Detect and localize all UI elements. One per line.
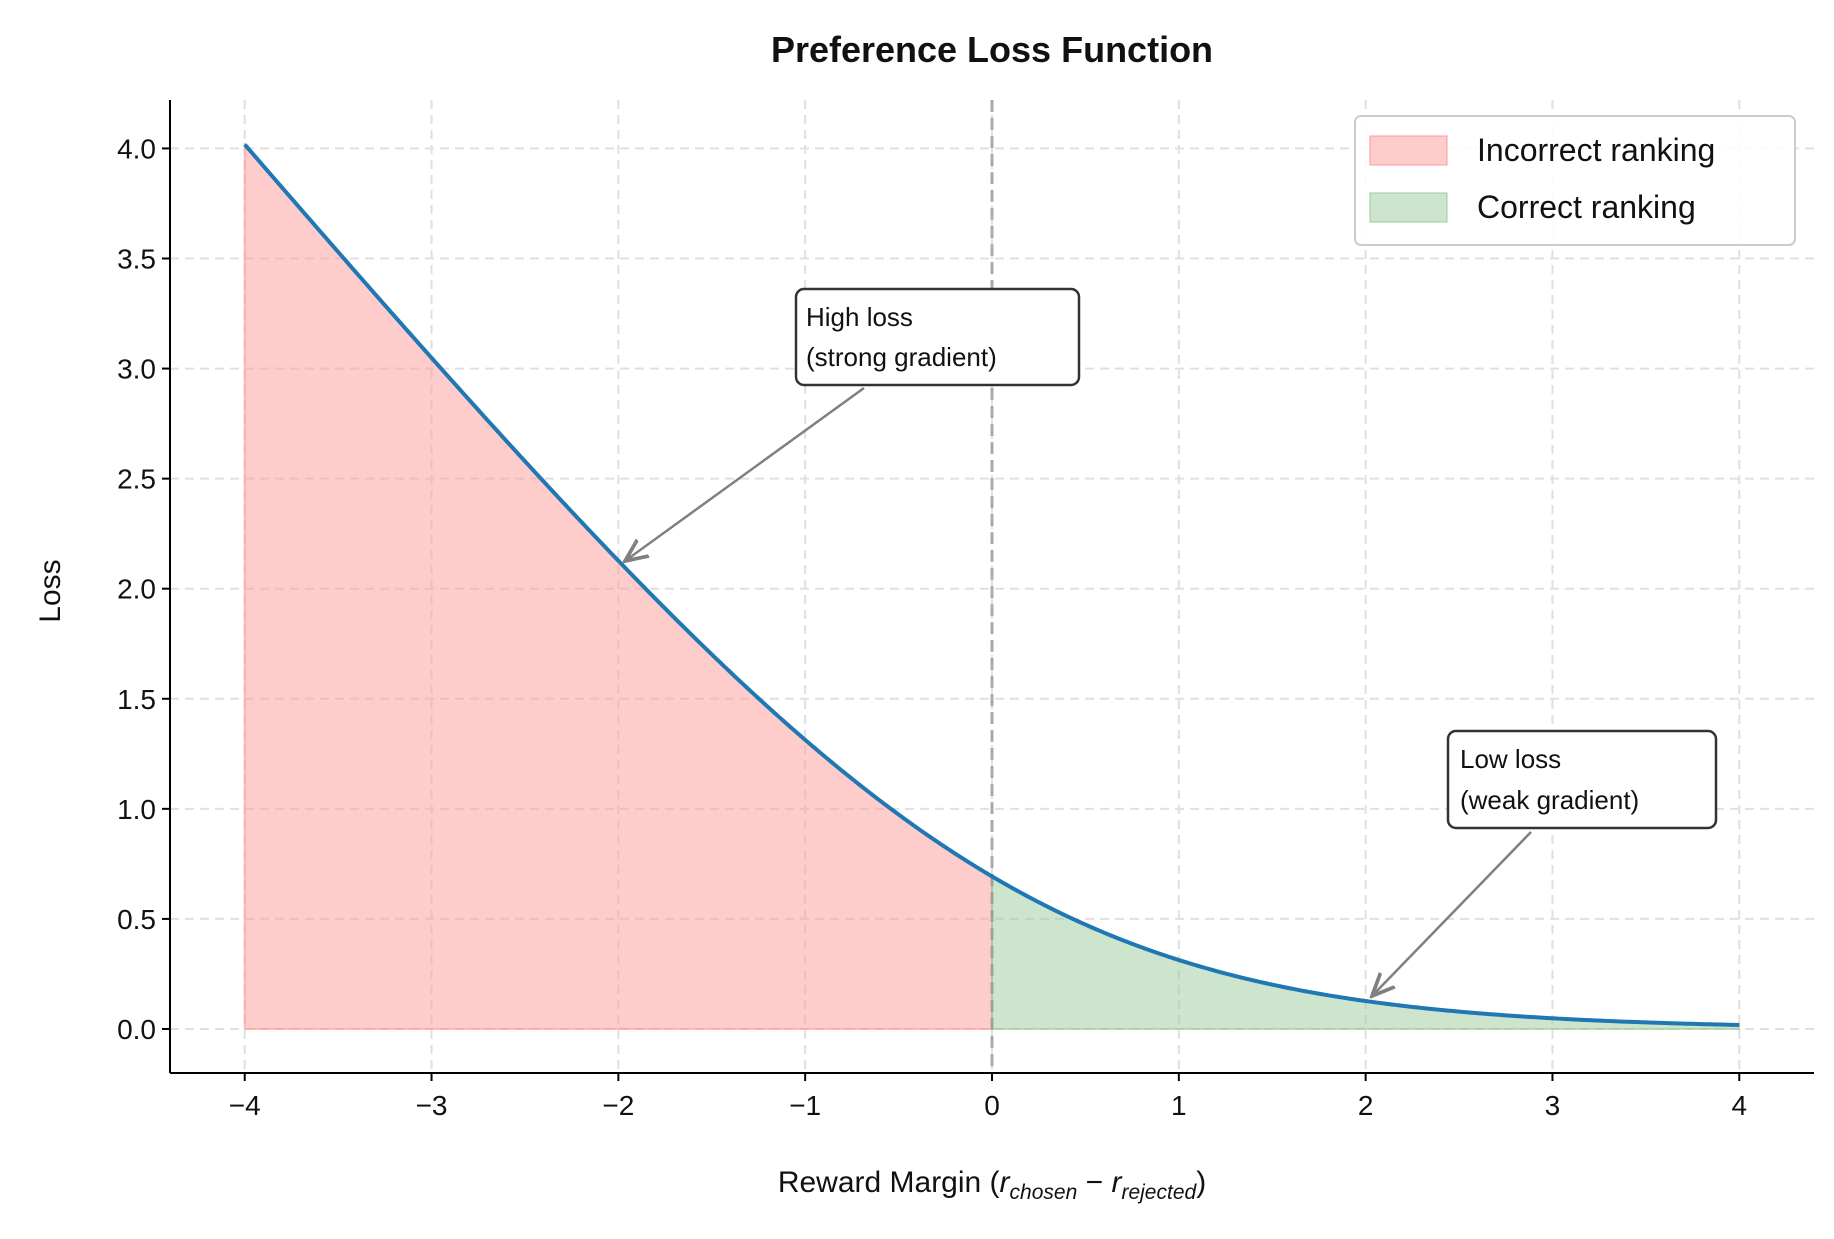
x-tick-label: 3 [1545, 1090, 1561, 1121]
y-tick-label: 2.0 [117, 574, 156, 605]
annotation-line: (weak gradient) [1460, 785, 1639, 815]
annotation-box [1446, 729, 1718, 830]
legend-label-correct: Correct ranking [1477, 189, 1696, 225]
y-tick-label: 4.0 [117, 133, 156, 164]
x-tick-label: 0 [984, 1090, 1000, 1121]
y-axis-label: Loss [34, 559, 67, 622]
annotation-box [794, 287, 1081, 387]
arrow-low-loss [1372, 831, 1532, 996]
annotation-line: (strong gradient) [806, 342, 997, 372]
arrow-high-loss [625, 386, 865, 561]
ticks: −4 −3 −2 −1 0 1 2 3 4 0.0 0.5 1.0 1.5 2.0 2.5 3.0 3.5 4.0 [117, 133, 1747, 1121]
loss-curve-group [243, 143, 1740, 1027]
y-tick-label: 2.5 [117, 464, 156, 495]
x-tick-label: −3 [416, 1090, 448, 1121]
legend-frame [1354, 115, 1796, 246]
annotation-line: Low loss [1460, 744, 1561, 774]
y-tick-label: 1.0 [117, 794, 156, 825]
x-tick-label: −4 [229, 1090, 261, 1121]
x-tick-label: −1 [789, 1090, 821, 1121]
legend-swatch-correct [1369, 192, 1448, 223]
region-incorrect [243, 141, 993, 1030]
loss-curve [243, 143, 1740, 1027]
y-tick-label: 3.5 [117, 243, 156, 274]
y-tick-label: 0.0 [117, 1014, 156, 1045]
legend-label-incorrect: Incorrect ranking [1477, 132, 1715, 168]
annotation-line: High loss [806, 302, 913, 332]
legend: Incorrect ranking Correct ranking [1354, 115, 1796, 246]
x-tick-label: 2 [1358, 1090, 1374, 1121]
y-tick-label: 0.5 [117, 904, 156, 935]
annotation-high-loss: High loss (strong gradient) [625, 287, 1081, 561]
x-tick-label: −2 [602, 1090, 634, 1121]
annotation-low-loss: Low loss (weak gradient) [1372, 729, 1718, 996]
legend-swatch-incorrect [1369, 135, 1448, 166]
x-axis-label: Reward Margin (rchosen − rrejected) [778, 1166, 1206, 1204]
y-tick-label: 3.0 [117, 354, 156, 385]
chart-title: Preference Loss Function [771, 29, 1213, 70]
y-tick-label: 1.5 [117, 684, 156, 715]
x-tick-label: 1 [1171, 1090, 1187, 1121]
annotations: High loss (strong gradient) Low loss (we… [625, 287, 1718, 996]
x-tick-label: 4 [1731, 1090, 1747, 1121]
